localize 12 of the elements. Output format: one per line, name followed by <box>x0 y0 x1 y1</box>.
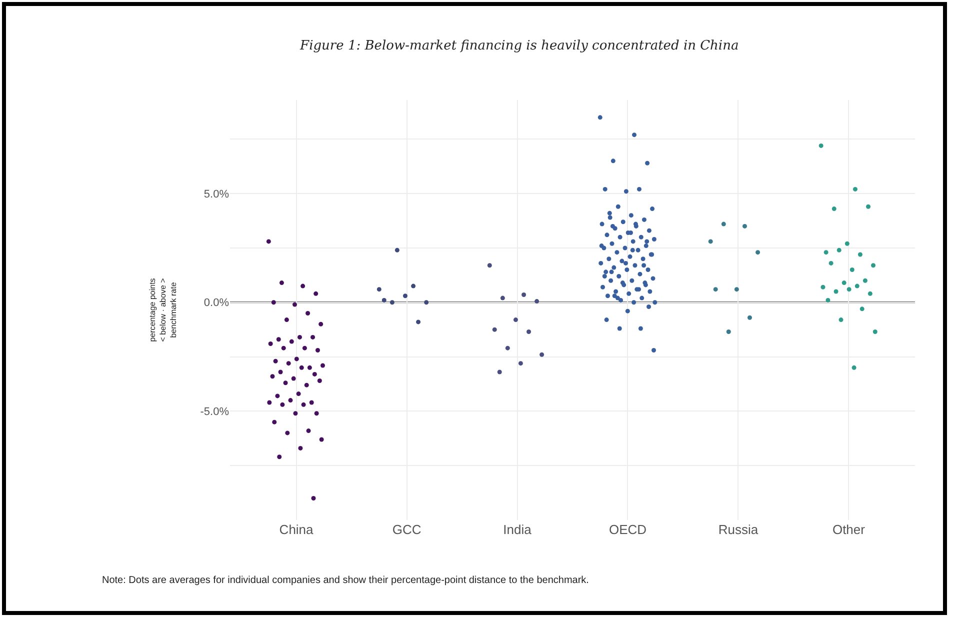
text: Note: Dots are averages for individual companies and show their percentage-point distance to the benchmark. <box>102 575 589 586</box>
y-tick-label: 5.0% <box>204 188 230 200</box>
chart-title: Figure 1: Below-market financing is heavily concentrated in China <box>299 38 739 54</box>
x-tick-label: China <box>279 522 314 537</box>
x-tick-label: Russia <box>718 522 759 537</box>
y-axis-title: percentage points < below · above > benchmark rate <box>148 278 178 342</box>
x-tick-label: India <box>503 522 532 537</box>
x-tick-label: OECD <box>608 522 647 537</box>
x-tick-label: GCC <box>392 522 422 537</box>
y-tick-label: -5.0% <box>200 406 230 418</box>
x-tick-label: Other <box>832 522 866 537</box>
y-tick-label: 0.0% <box>204 297 230 310</box>
